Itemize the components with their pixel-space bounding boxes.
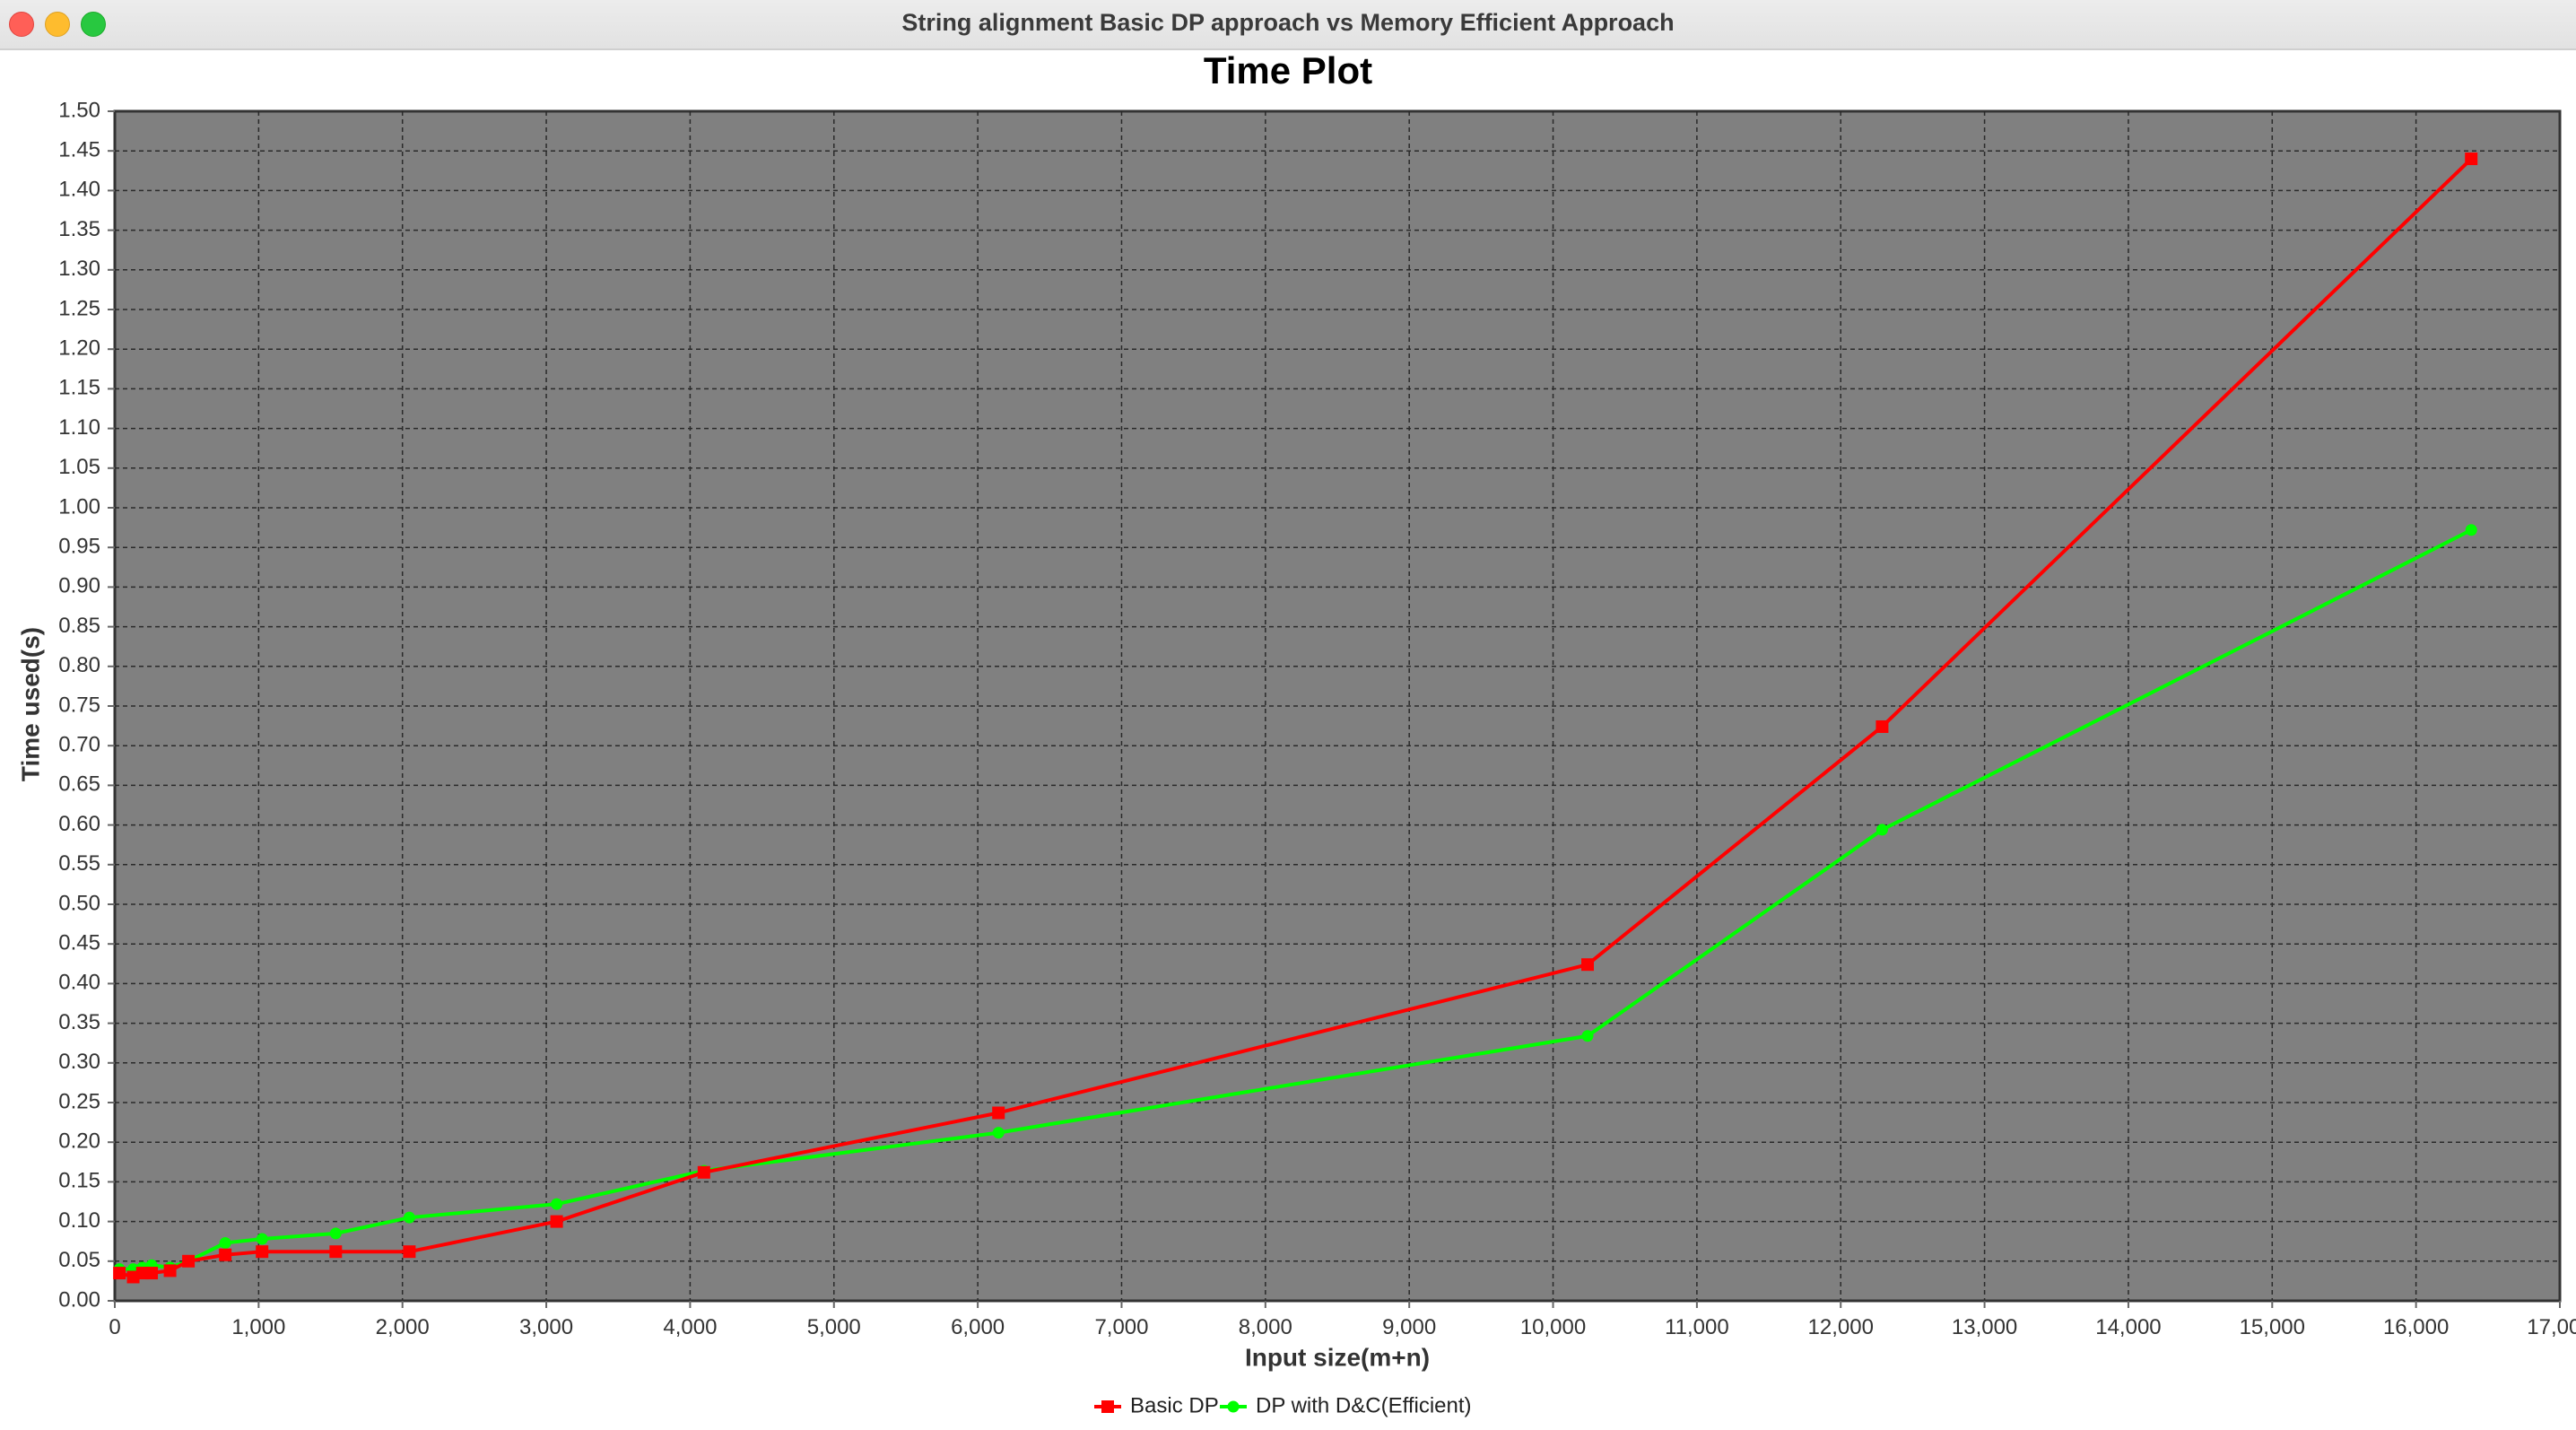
efficient-dp-point xyxy=(329,1227,342,1240)
y-tick-label: 1.30 xyxy=(58,257,100,281)
y-tick-label: 0.70 xyxy=(58,733,100,757)
y-tick-label: 0.55 xyxy=(58,851,100,876)
x-tick-label: 3,000 xyxy=(519,1315,573,1339)
basic-dp-point xyxy=(2465,153,2478,166)
efficient-dp-point xyxy=(256,1233,268,1245)
y-tick-label: 1.40 xyxy=(58,178,100,202)
y-tick-label: 1.45 xyxy=(58,138,100,162)
y-tick-label: 0.50 xyxy=(58,891,100,915)
x-tick-label: 17,000 xyxy=(2527,1315,2576,1339)
minimize-window-button[interactable] xyxy=(45,12,70,37)
y-tick-label: 1.50 xyxy=(58,98,100,122)
y-tick-label: 1.20 xyxy=(58,336,100,361)
x-tick-label: 4,000 xyxy=(663,1315,717,1339)
y-tick-label: 0.60 xyxy=(58,812,100,836)
x-tick-label: 11,000 xyxy=(1665,1315,1729,1339)
axes: 0 1,000 2,000 3,000 4,000 5,000 6,000 7,000 8,00… xyxy=(58,98,2576,1338)
y-tick-label: 1.25 xyxy=(58,296,100,320)
y-tick-label: 0.10 xyxy=(58,1208,100,1233)
efficient-dp-point xyxy=(1581,1030,1594,1042)
y-tick-label: 1.00 xyxy=(58,494,100,519)
y-tick-label: 0.85 xyxy=(58,614,100,638)
x-tick-label: 12,000 xyxy=(1808,1315,1874,1339)
basic-dp-point xyxy=(1581,958,1595,972)
efficient-dp-point xyxy=(403,1211,415,1224)
y-tick-label: 0.75 xyxy=(58,693,100,717)
series-layer xyxy=(113,153,2478,1284)
y-tick-label: 0.30 xyxy=(58,1050,100,1074)
basic-dp-point xyxy=(1875,719,1889,733)
basic-dp-legend-marker xyxy=(1101,1400,1114,1413)
x-tick-label: 13,000 xyxy=(1952,1315,2017,1339)
y-tick-label: 1.10 xyxy=(58,415,100,440)
x-tick-label: 16,000 xyxy=(2383,1315,2449,1339)
x-tick-label: 6,000 xyxy=(951,1315,1005,1339)
y-tick-label: 0.45 xyxy=(58,931,100,955)
y-tick-label: 0.65 xyxy=(58,772,100,797)
x-tick-label: 14,000 xyxy=(2095,1315,2161,1339)
efficient-dp-point xyxy=(2465,524,2477,536)
basic-dp-point xyxy=(403,1245,416,1259)
basic-dp-point xyxy=(256,1245,269,1259)
basic-dp-point xyxy=(992,1106,1005,1120)
y-tick-label: 0.25 xyxy=(58,1089,100,1113)
x-tick-label: 10,000 xyxy=(1520,1315,1586,1339)
basic-dp-point xyxy=(163,1264,177,1277)
y-tick-label: 0.20 xyxy=(58,1129,100,1154)
y-tick-label: 0.80 xyxy=(58,653,100,677)
y-tick-label: 0.15 xyxy=(58,1169,100,1193)
basic-dp-point xyxy=(329,1245,343,1259)
y-tick-label: 1.35 xyxy=(58,217,100,241)
y-tick-label: 0.95 xyxy=(58,535,100,559)
y-tick-label: 1.15 xyxy=(58,376,100,400)
y-tick-label: 0.35 xyxy=(58,1010,100,1034)
x-tick-label: 7,000 xyxy=(1094,1315,1148,1339)
x-tick-label: 15,000 xyxy=(2240,1315,2305,1339)
efficient-dp-point xyxy=(551,1198,563,1210)
basic-dp-point xyxy=(697,1165,710,1179)
close-window-button[interactable] xyxy=(9,12,34,37)
maximize-window-button[interactable] xyxy=(81,12,106,37)
basic-dp-point xyxy=(219,1248,232,1261)
basic-dp-point xyxy=(550,1215,563,1228)
y-tick-label: 0.05 xyxy=(58,1248,100,1272)
x-tick-label: 5,000 xyxy=(807,1315,861,1339)
basic-dp-legend-label: Basic DP xyxy=(1130,1393,1219,1417)
chart-title: Time Plot xyxy=(1204,49,1372,92)
x-tick-label: 1,000 xyxy=(231,1315,285,1339)
basic-dp-point xyxy=(145,1267,159,1280)
efficient-dp-point xyxy=(219,1236,231,1249)
efficient-dp-legend-label: DP with D&C(Efficient) xyxy=(1256,1393,1472,1417)
x-tick-label: 8,000 xyxy=(1239,1315,1292,1339)
basic-dp-point xyxy=(113,1267,126,1280)
y-tick-label: 0.40 xyxy=(58,971,100,995)
grid-lines xyxy=(115,111,2560,1301)
time-plot-chart: Time Plot 0 1,000 2,000 3,000 4,000 5,000 6,00… xyxy=(16,49,2576,1417)
basic-dp-point xyxy=(182,1254,196,1268)
legend: Basic DP DP with D&C(Efficient) xyxy=(1094,1393,1472,1417)
efficient-dp-legend-marker xyxy=(1227,1400,1240,1413)
y-tick-label: 0.90 xyxy=(58,574,100,598)
window-title: String alignment Basic DP approach vs Me… xyxy=(901,9,1675,36)
y-tick-label: 1.05 xyxy=(58,455,100,479)
y-axis-label: Time used(s) xyxy=(16,627,44,781)
title-bar[interactable]: String alignment Basic DP approach vs Me… xyxy=(0,0,2576,50)
x-axis-label: Input size(m+n) xyxy=(1245,1343,1430,1371)
x-tick-label: 0 xyxy=(109,1315,120,1339)
efficient-dp-point xyxy=(992,1127,1005,1139)
x-tick-label: 2,000 xyxy=(376,1315,430,1339)
y-tick-label: 0.00 xyxy=(58,1287,100,1312)
efficient-dp-point xyxy=(1875,824,1888,836)
x-tick-label: 9,000 xyxy=(1382,1315,1436,1339)
